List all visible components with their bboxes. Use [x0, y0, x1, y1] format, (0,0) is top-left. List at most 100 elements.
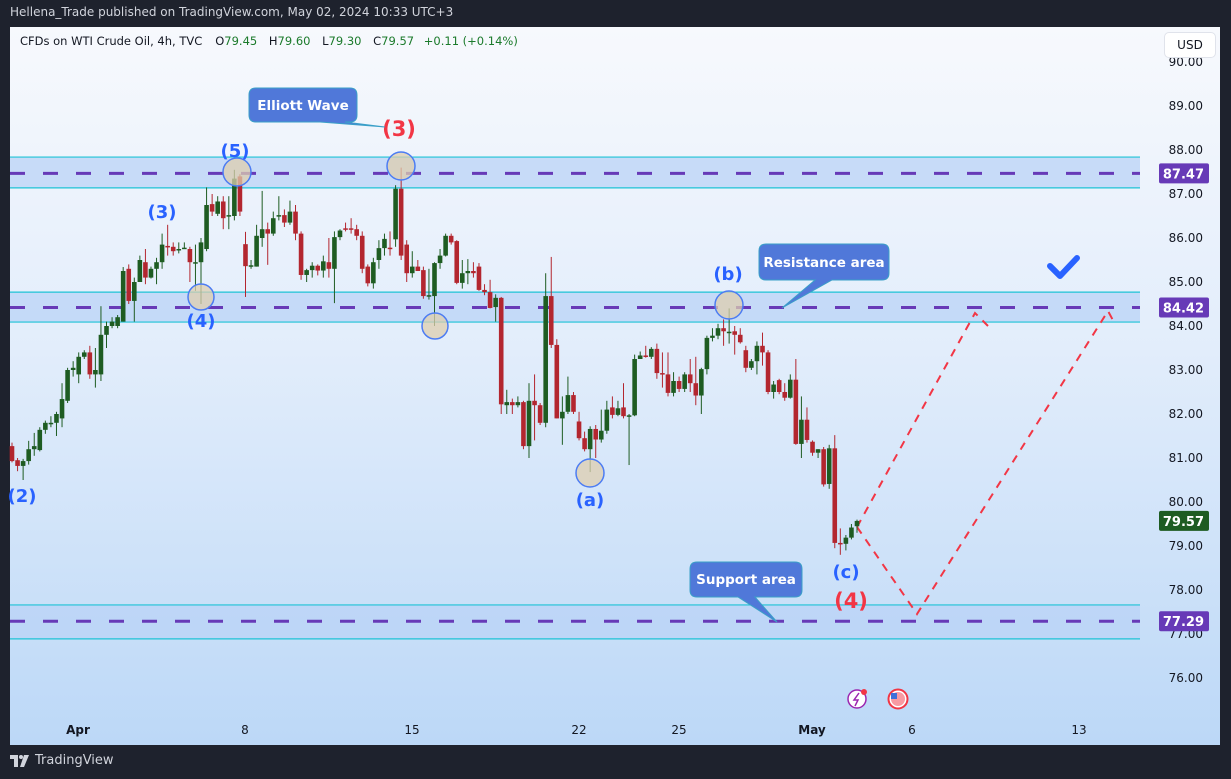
candle: [543, 273, 548, 428]
candle-body: [515, 402, 521, 406]
candle-body: [159, 244, 165, 263]
candle: [482, 284, 487, 296]
candle: [159, 233, 165, 269]
candle-body: [215, 201, 220, 214]
price-axis[interactable]: 90.00 89.00 88.00 87.00 86.00 85.00 84.00 83.00…: [1169, 55, 1203, 685]
candle: [437, 249, 443, 269]
candle-body: [687, 374, 693, 384]
candle: [104, 321, 109, 348]
candle-body: [571, 395, 576, 412]
candle-body: [448, 235, 454, 243]
candle-body: [582, 438, 587, 450]
candle-body: [415, 266, 421, 271]
y-tick-label: 88.00: [1169, 143, 1203, 157]
elliott-wave-callout[interactable]: Elliott Wave: [248, 87, 386, 128]
candle: [660, 352, 665, 388]
candle-body: [326, 262, 332, 269]
pivot-circle: [187, 283, 215, 311]
candle-body: [626, 415, 632, 417]
high-value: 79.60: [277, 34, 311, 48]
candle-body: [660, 373, 665, 375]
candle: [593, 425, 599, 458]
candle-body: [826, 448, 832, 484]
candle-body: [671, 381, 676, 393]
time-axis[interactable]: Apr 8 15 22 25 May 6 13: [66, 723, 1087, 737]
candle-body: [621, 407, 626, 417]
candle: [637, 351, 643, 359]
candle: [426, 268, 432, 300]
candle: [204, 187, 209, 252]
candle: [365, 264, 371, 287]
x-tick-label: 25: [671, 723, 686, 737]
candle-body: [732, 331, 737, 335]
candle-body: [365, 266, 371, 284]
wave-label-big-3: (3): [382, 117, 416, 141]
candle: [371, 257, 376, 289]
candle: [621, 383, 626, 419]
candles-layer: [9, 167, 860, 555]
y-tick-label: 81.00: [1169, 451, 1203, 465]
candle-body: [554, 344, 560, 419]
candle: [787, 374, 793, 399]
candle-body: [182, 247, 187, 250]
candle: [537, 403, 543, 425]
candle-body: [471, 271, 476, 274]
y-tick-label: 86.00: [1169, 231, 1203, 245]
candle: [359, 231, 365, 274]
candle: [343, 222, 348, 232]
low-value: 79.30: [328, 34, 362, 48]
candle: [421, 266, 426, 299]
candle-body: [126, 268, 132, 301]
candle-body: [81, 352, 87, 357]
candle: [493, 294, 498, 322]
candle-body: [404, 244, 410, 274]
candle-body: [610, 407, 615, 415]
candle-body: [209, 204, 215, 212]
candle: [76, 352, 82, 384]
candle-body: [170, 246, 176, 252]
candle: [554, 339, 560, 419]
x-tick-label: 15: [404, 723, 419, 737]
candle: [532, 374, 537, 441]
candle: [671, 372, 676, 397]
candle-body: [321, 261, 326, 271]
candle-body: [715, 328, 721, 336]
lightning-event-icon[interactable]: [847, 689, 867, 709]
candle-body: [693, 383, 699, 396]
candle: [70, 361, 76, 377]
candle-body: [682, 374, 687, 389]
candle-body: [298, 233, 304, 275]
candle-body: [482, 289, 487, 293]
candle: [226, 196, 232, 230]
candle: [243, 231, 248, 297]
candle: [465, 259, 471, 285]
candle-body: [359, 235, 365, 269]
currency-button[interactable]: USD: [1164, 32, 1216, 58]
candle-body: [309, 265, 315, 271]
candle-body: [371, 262, 376, 284]
candle: [265, 222, 271, 265]
candle-body: [810, 441, 815, 453]
candle: [120, 267, 126, 322]
wave-label-a: (a): [576, 490, 605, 511]
candle-body: [749, 361, 754, 368]
candle: [81, 350, 87, 359]
resistance-callout[interactable]: Resistance area: [758, 243, 890, 309]
candle-body: [148, 268, 154, 278]
candle: [31, 432, 37, 456]
candle-body: [632, 359, 637, 416]
candle: [143, 249, 148, 285]
candle: [598, 409, 604, 443]
candle: [459, 260, 465, 289]
candle-body: [454, 241, 460, 283]
candle-body: [243, 244, 248, 267]
candle-body: [799, 419, 804, 444]
candle: [521, 400, 526, 450]
price-level-badge: [1159, 510, 1209, 531]
us-flag-event-icon[interactable]: [887, 688, 909, 710]
support-callout[interactable]: Support area: [689, 561, 803, 623]
price-level-text: 77.29: [1163, 615, 1204, 630]
candle: [259, 190, 265, 247]
candle: [170, 242, 176, 256]
